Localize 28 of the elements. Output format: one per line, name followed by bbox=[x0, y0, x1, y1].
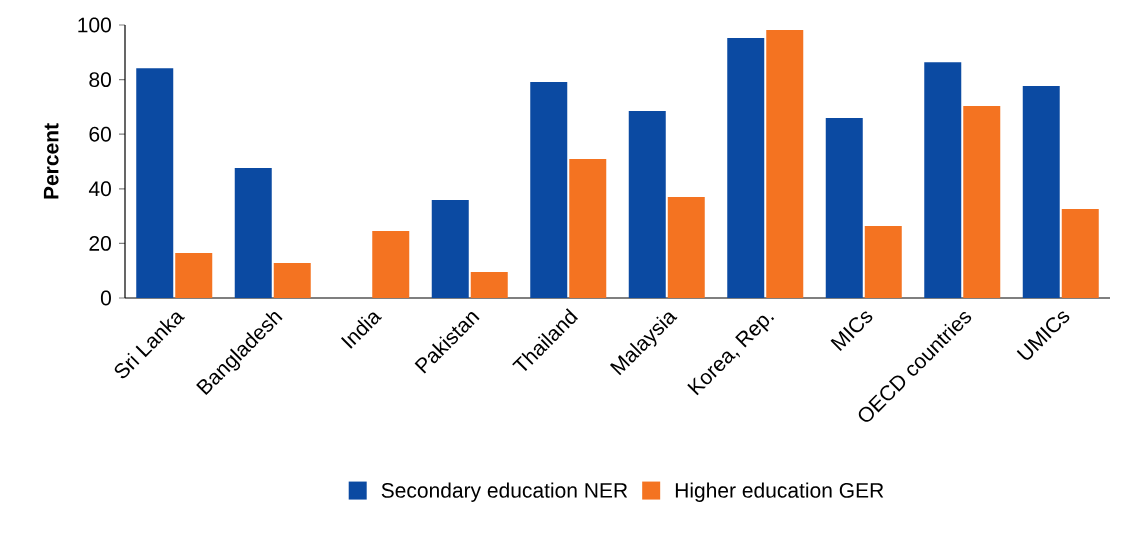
bar bbox=[431, 200, 469, 298]
bar bbox=[963, 106, 1001, 298]
bar bbox=[1061, 209, 1099, 298]
y-tick-label: 20 bbox=[89, 235, 111, 251]
legend-label: Secondary education NER bbox=[381, 482, 628, 502]
y-axis-title: Percent bbox=[43, 123, 59, 199]
bar bbox=[234, 168, 272, 298]
y-tick-label: 80 bbox=[89, 72, 111, 88]
bar bbox=[825, 118, 863, 298]
bar bbox=[1022, 85, 1060, 298]
bar bbox=[628, 111, 666, 298]
bar bbox=[667, 196, 705, 298]
bar bbox=[175, 252, 213, 298]
bar bbox=[864, 225, 902, 298]
bar bbox=[727, 38, 765, 298]
bar bbox=[372, 231, 410, 298]
bar bbox=[766, 29, 804, 298]
bar bbox=[273, 263, 311, 298]
y-tick-label: 0 bbox=[100, 290, 111, 306]
bar bbox=[136, 68, 174, 298]
bar bbox=[470, 272, 508, 298]
y-tick-label: 40 bbox=[88, 181, 111, 197]
bar bbox=[569, 159, 607, 298]
y-tick-label: 100 bbox=[78, 17, 111, 33]
y-tick-label: 60 bbox=[89, 126, 111, 142]
legend-label: Higher education GER bbox=[675, 482, 884, 502]
bar bbox=[530, 82, 568, 298]
bar bbox=[924, 62, 962, 298]
